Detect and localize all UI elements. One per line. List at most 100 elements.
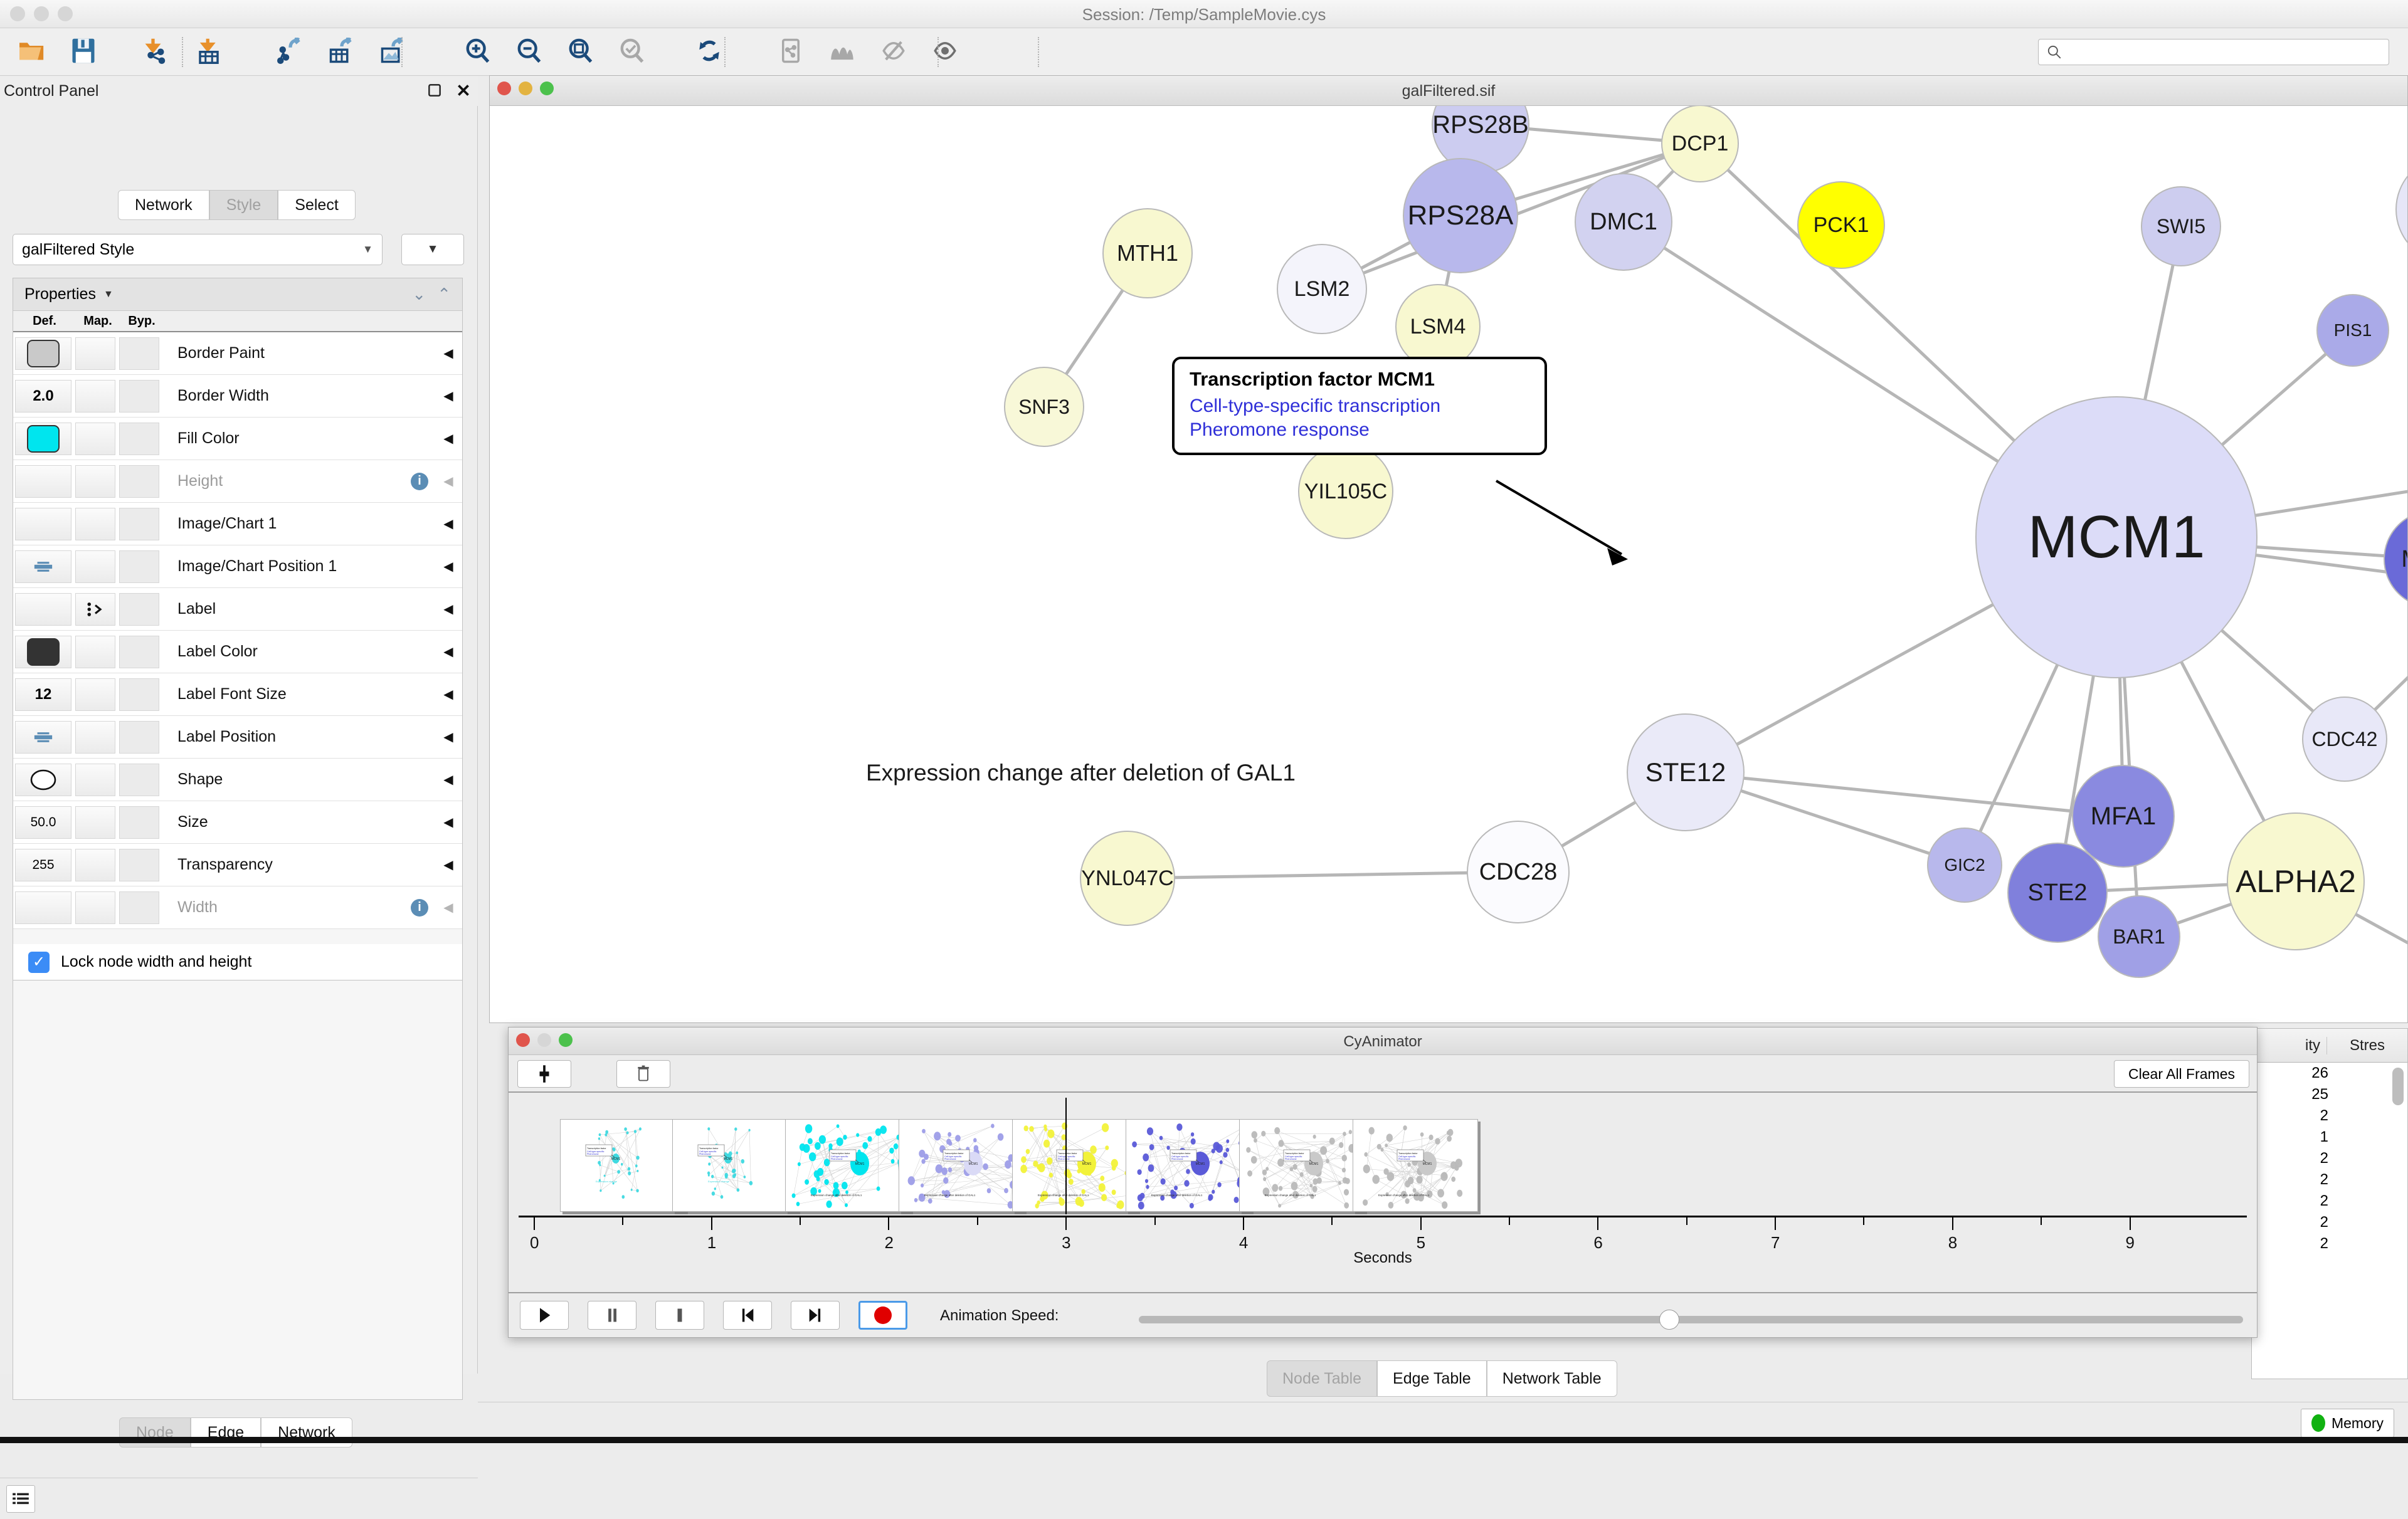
property-bypass-cell[interactable]	[119, 550, 159, 583]
property-mapping-cell[interactable]	[75, 636, 115, 668]
float-panel-icon[interactable]	[426, 82, 443, 102]
open-folder-button[interactable]	[9, 31, 55, 73]
property-bypass-cell[interactable]	[119, 508, 159, 540]
info-icon[interactable]: i	[411, 899, 428, 917]
property-mapping-cell[interactable]	[75, 678, 115, 711]
property-mapping-cell[interactable]	[75, 465, 115, 498]
lock-checkbox[interactable]: ✓	[28, 952, 50, 973]
property-default-cell[interactable]	[15, 593, 71, 626]
new-network-button[interactable]	[768, 31, 814, 73]
table-row[interactable]: 2	[2252, 1212, 2407, 1233]
pause-button[interactable]	[588, 1301, 636, 1330]
network-node[interactable]: BAR1	[2098, 895, 2180, 978]
add-frame-button[interactable]	[517, 1060, 571, 1088]
column-header-centrality[interactable]: ity	[2252, 1037, 2327, 1054]
property-row[interactable]: Fill Color◀	[13, 418, 462, 460]
save-button[interactable]	[60, 31, 107, 73]
hide-button[interactable]	[870, 31, 917, 73]
network-node[interactable]: SWI5	[2141, 186, 2221, 266]
color-swatch[interactable]	[27, 425, 60, 453]
network-node[interactable]: MCM1	[1975, 396, 2258, 678]
expand-property-icon[interactable]: ◀	[435, 431, 462, 446]
property-bypass-cell[interactable]	[119, 721, 159, 754]
close-panel-icon[interactable]	[455, 82, 472, 102]
tab-network[interactable]: Network	[118, 190, 209, 220]
network-canvas[interactable]: RPS28BDCP1RPS28ADMC1PCK1SWI5GAL80GAL11ST…	[490, 106, 2407, 1022]
property-default-cell[interactable]	[15, 764, 71, 796]
animation-speed-knob[interactable]	[1659, 1310, 1679, 1330]
expand-property-icon[interactable]: ◀	[435, 388, 462, 404]
network-node[interactable]: CDC42	[2302, 696, 2387, 782]
expand-property-icon[interactable]: ◀	[435, 900, 462, 915]
expand-property-icon[interactable]: ◀	[435, 772, 462, 787]
property-bypass-cell[interactable]	[119, 849, 159, 881]
property-default-cell[interactable]	[15, 891, 71, 924]
network-node[interactable]: CDC28	[1467, 821, 1570, 923]
table-row[interactable]: 26	[2252, 1063, 2407, 1084]
timeline-playhead[interactable]	[1065, 1098, 1067, 1214]
property-bypass-cell[interactable]	[119, 593, 159, 626]
zoom-fit-button[interactable]	[557, 31, 603, 73]
property-row[interactable]: Label Position◀	[13, 716, 462, 759]
property-bypass-cell[interactable]	[119, 764, 159, 796]
table-row[interactable]: 2	[2252, 1148, 2407, 1169]
network-node[interactable]: YNL047C	[1080, 831, 1175, 926]
skip-start-button[interactable]	[723, 1301, 772, 1330]
table-row[interactable]: 2	[2252, 1233, 2407, 1254]
color-swatch[interactable]	[27, 638, 60, 666]
property-bypass-cell[interactable]	[119, 465, 159, 498]
property-default-cell[interactable]	[15, 550, 71, 583]
network-node[interactable]: PIS1	[2316, 294, 2389, 367]
group-button[interactable]	[819, 31, 865, 73]
export-network-button[interactable]	[267, 31, 314, 73]
import-table-button[interactable]	[186, 31, 232, 73]
property-bypass-cell[interactable]	[119, 636, 159, 668]
task-list-icon[interactable]	[6, 1485, 35, 1513]
property-default-cell[interactable]	[15, 636, 71, 668]
table-row[interactable]: 2	[2252, 1169, 2407, 1190]
animation-speed-slider[interactable]	[1139, 1316, 2243, 1323]
zoom-selected-button[interactable]	[608, 31, 655, 73]
network-node[interactable]: STE2	[2007, 843, 2108, 943]
show-button[interactable]	[922, 31, 968, 73]
style-select[interactable]: galFiltered Style ▼	[13, 234, 383, 265]
property-default-cell[interactable]	[15, 508, 71, 540]
expand-property-icon[interactable]: ◀	[435, 516, 462, 532]
annotation-box[interactable]: Transcription factor MCM1 Cell-type-spec…	[1172, 357, 1547, 455]
expand-property-icon[interactable]: ◀	[435, 814, 462, 830]
search-box[interactable]	[2038, 39, 2389, 65]
property-default-cell[interactable]	[15, 721, 71, 754]
stop-button[interactable]	[655, 1301, 704, 1330]
lock-node-size-row[interactable]: ✓ Lock node width and height	[13, 944, 463, 980]
export-table-button[interactable]	[319, 31, 365, 73]
property-mapping-cell[interactable]	[75, 550, 115, 583]
table-row[interactable]: 25	[2252, 1084, 2407, 1105]
table-scrollbar[interactable]	[2392, 1068, 2404, 1105]
clear-all-frames-button[interactable]: Clear All Frames	[2114, 1060, 2249, 1088]
network-node[interactable]: RPS28A	[1403, 158, 1518, 273]
record-button[interactable]	[858, 1301, 907, 1330]
table-row[interactable]: 2	[2252, 1105, 2407, 1127]
network-node[interactable]: MTH1	[1102, 208, 1193, 298]
property-mapping-cell[interactable]	[75, 508, 115, 540]
property-mapping-cell[interactable]	[75, 764, 115, 796]
property-row[interactable]: Image/Chart Position 1◀	[13, 545, 462, 588]
property-default-cell[interactable]: 50.0	[15, 806, 71, 839]
property-mapping-cell[interactable]	[75, 423, 115, 455]
property-mapping-cell[interactable]	[75, 380, 115, 413]
column-header-stress[interactable]: Stres	[2327, 1037, 2407, 1054]
table-tab-network-table[interactable]: Network Table	[1487, 1360, 1617, 1397]
property-mapping-cell[interactable]	[75, 849, 115, 881]
